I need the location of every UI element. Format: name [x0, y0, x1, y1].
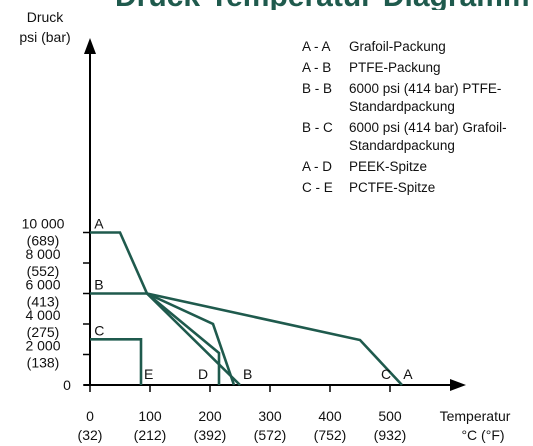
legend: A - A Grafoil-Packung A - B PTFE-Packung B -…	[302, 39, 507, 195]
series-line-5	[90, 337, 143, 385]
x-tick-label: 100	[138, 408, 162, 424]
point-label: A	[403, 366, 413, 382]
x-tick-label: 0	[86, 408, 94, 424]
x-axis-unit: °C (°F)	[461, 427, 504, 443]
y-tick-sublabel: (689)	[27, 233, 60, 249]
x-tick-label: 300	[258, 408, 282, 424]
x-tick-sublabel: (392)	[194, 427, 227, 443]
cropped-header-text: Druck-Temperatur-Diagramm	[115, 0, 530, 13]
y-tick-label: 2 000	[25, 338, 60, 354]
legend-code: A - A	[302, 39, 331, 54]
point-label: D	[198, 366, 208, 382]
x-tick-label: 500	[378, 408, 402, 424]
y-axis-unit: psi (bar)	[19, 29, 70, 45]
y-tick-sublabel: (413)	[27, 294, 60, 310]
y-tick-label: 4 000	[25, 307, 60, 323]
x-tick-label: 400	[318, 408, 342, 424]
legend-description: 6000 psi (414 bar) PTFE-	[349, 81, 501, 96]
point-label: C	[94, 322, 104, 338]
y-tick-label: 8 000	[25, 246, 60, 262]
point-label: B	[94, 277, 103, 293]
point-label: B	[243, 366, 252, 382]
y-tick-label: 6 000	[25, 277, 60, 293]
y-tick-label: 0	[63, 377, 71, 393]
x-tick-label: 200	[198, 408, 222, 424]
x-tick-sublabel: (212)	[134, 427, 167, 443]
point-label: C	[381, 366, 391, 382]
y-tick-label: 10 000	[22, 216, 65, 232]
legend-description: 6000 psi (414 bar) Grafoil-	[349, 120, 507, 135]
y-tick-sublabel: (138)	[27, 355, 60, 371]
y-axis-arrowhead	[84, 38, 96, 54]
x-tick-sublabel: (32)	[78, 427, 103, 443]
legend-code: B - B	[302, 81, 332, 96]
y-axis-title: Druck	[27, 9, 65, 25]
series-layer	[90, 231, 403, 386]
x-tick-sublabel: (572)	[254, 427, 287, 443]
x-axis-arrowhead	[450, 379, 466, 391]
legend-code: A - D	[302, 159, 332, 174]
legend-description: PEEK-Spitze	[349, 159, 427, 174]
series-line-3	[146, 292, 236, 386]
legend-description: Standardpackung	[349, 138, 455, 153]
x-tick-sublabel: (752)	[314, 427, 347, 443]
legend-code: A - B	[302, 60, 331, 75]
legend-description: Grafoil-Packung	[349, 39, 446, 54]
legend-description: PTFE-Packung	[349, 60, 441, 75]
series-line-1	[90, 231, 403, 386]
legend-description: Standardpackung	[349, 99, 455, 114]
axes: 0 2 000(138) 4 000(275) 6 000(413) 8 000(552…	[19, 9, 510, 443]
point-label: A	[94, 216, 104, 232]
series-line-4	[146, 292, 221, 385]
x-axis-title: Temperatur	[440, 408, 511, 424]
x-tick-sublabel: (932)	[374, 427, 407, 443]
y-tick-sublabel: (275)	[27, 324, 60, 340]
legend-code: C - E	[302, 180, 333, 195]
legend-code: B - C	[302, 120, 333, 135]
point-label: E	[144, 366, 153, 382]
y-tick-sublabel: (552)	[27, 263, 60, 279]
legend-description: PCTFE-Spitze	[349, 180, 435, 195]
